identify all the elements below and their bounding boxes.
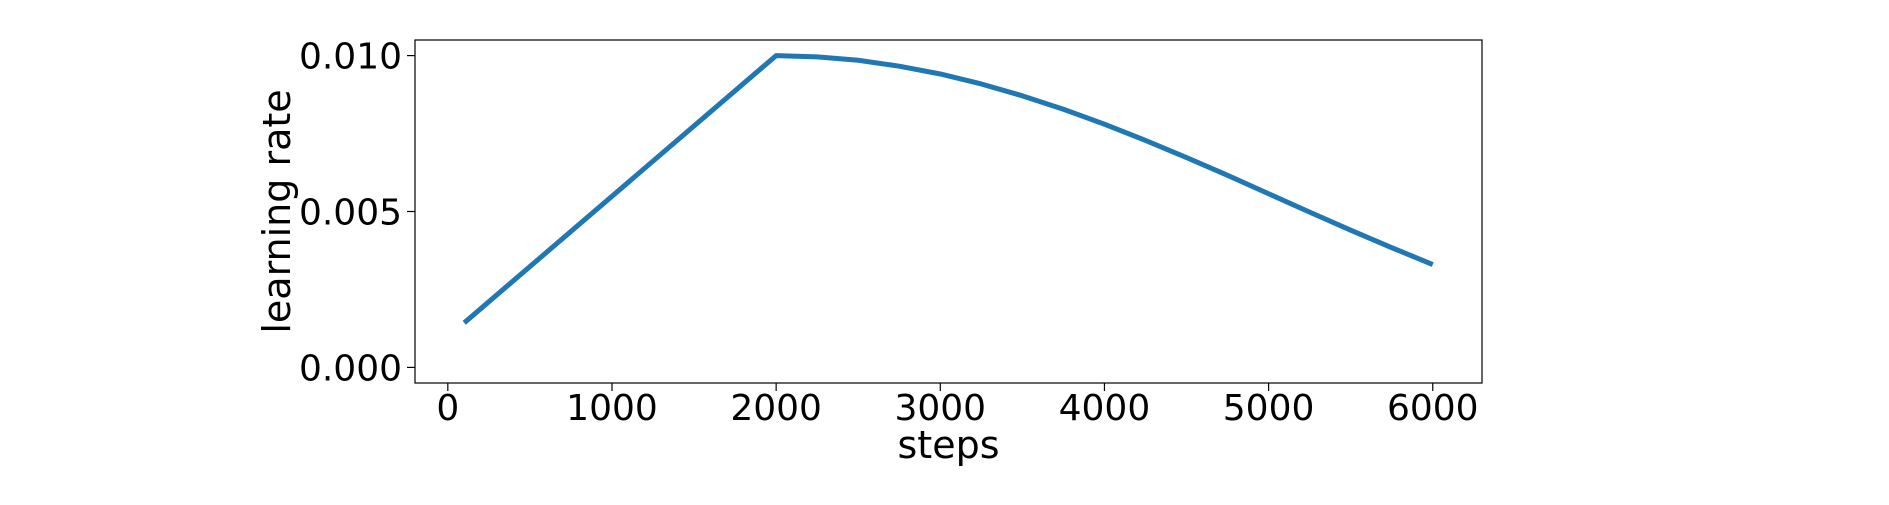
- x-tick-label: 3000: [894, 388, 986, 429]
- x-axis-title: steps: [898, 423, 1000, 467]
- y-axis-title: learning rate: [255, 89, 299, 333]
- x-tick-label: 5000: [1223, 388, 1315, 429]
- x-tick-label: 4000: [1059, 388, 1151, 429]
- x-tick-label: 0: [436, 388, 459, 429]
- y-tick-label: 0.010: [299, 37, 402, 78]
- x-tick-label: 1000: [566, 388, 658, 429]
- series-line: [462, 53, 1434, 325]
- plot-area: 0 1000 2000 3000 4000 5000 6000 0.000 0.005 0.010: [299, 37, 1483, 429]
- y-tick-label: 0.000: [299, 348, 402, 389]
- x-tick-label: 6000: [1387, 388, 1479, 429]
- x-tick-label: 2000: [730, 388, 822, 429]
- y-tick-label: 0.005: [299, 193, 402, 234]
